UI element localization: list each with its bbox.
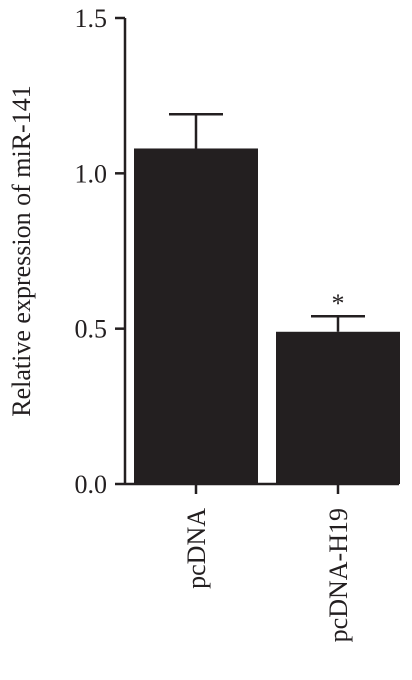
x-tick-label: pcDNA (182, 508, 211, 589)
y-tick-label: 1.0 (75, 159, 108, 188)
bar-pcDNA-H19 (276, 331, 400, 484)
y-axis-title: Relative expression of miR-141 (7, 85, 36, 416)
bar-pcDNA (134, 148, 258, 485)
significance-marker: * (332, 289, 345, 318)
bars: * (134, 113, 400, 485)
x-tick-label: pcDNA-H19 (324, 508, 353, 642)
y-axis: 0.0 0.5 1.0 1.5 (75, 4, 127, 499)
x-axis: pcDNA pcDNA-H19 (125, 482, 399, 642)
y-tick-label: 0.0 (75, 470, 108, 499)
y-tick-label: 1.5 (75, 4, 108, 33)
y-tick-label: 0.5 (75, 315, 108, 344)
